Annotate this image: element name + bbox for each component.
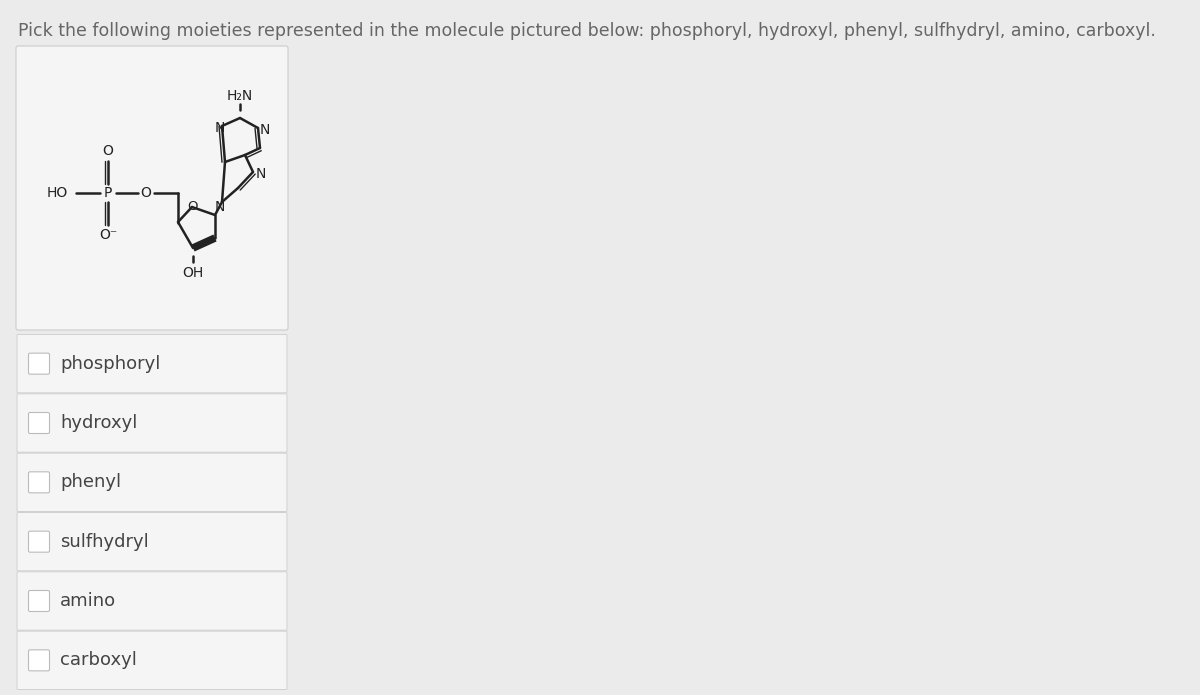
Text: Pick the following moieties represented in the molecule pictured below: phosphor: Pick the following moieties represented … bbox=[18, 22, 1156, 40]
FancyBboxPatch shape bbox=[29, 591, 49, 612]
Text: O: O bbox=[102, 144, 114, 158]
Text: phenyl: phenyl bbox=[60, 473, 121, 491]
FancyBboxPatch shape bbox=[29, 472, 49, 493]
Text: carboxyl: carboxyl bbox=[60, 651, 137, 669]
FancyBboxPatch shape bbox=[17, 453, 287, 512]
Text: O⁻: O⁻ bbox=[98, 228, 118, 242]
FancyBboxPatch shape bbox=[29, 650, 49, 671]
Text: O: O bbox=[187, 199, 198, 213]
Text: N: N bbox=[260, 123, 270, 137]
Text: H₂N: H₂N bbox=[227, 89, 253, 103]
FancyBboxPatch shape bbox=[17, 631, 287, 689]
FancyBboxPatch shape bbox=[29, 413, 49, 434]
FancyBboxPatch shape bbox=[17, 572, 287, 630]
Text: N: N bbox=[256, 167, 266, 181]
FancyBboxPatch shape bbox=[29, 531, 49, 552]
Text: sulfhydryl: sulfhydryl bbox=[60, 532, 149, 550]
Text: OH: OH bbox=[182, 266, 204, 280]
Text: HO: HO bbox=[47, 186, 68, 200]
Text: N: N bbox=[215, 121, 226, 135]
FancyBboxPatch shape bbox=[17, 334, 287, 393]
FancyBboxPatch shape bbox=[29, 353, 49, 374]
FancyBboxPatch shape bbox=[17, 512, 287, 571]
Text: hydroxyl: hydroxyl bbox=[60, 414, 137, 432]
Text: N: N bbox=[215, 200, 226, 214]
FancyBboxPatch shape bbox=[17, 394, 287, 452]
Text: phosphoryl: phosphoryl bbox=[60, 354, 161, 373]
Text: O: O bbox=[140, 186, 151, 200]
Text: amino: amino bbox=[60, 592, 116, 610]
Text: P: P bbox=[104, 186, 112, 200]
FancyBboxPatch shape bbox=[16, 46, 288, 330]
